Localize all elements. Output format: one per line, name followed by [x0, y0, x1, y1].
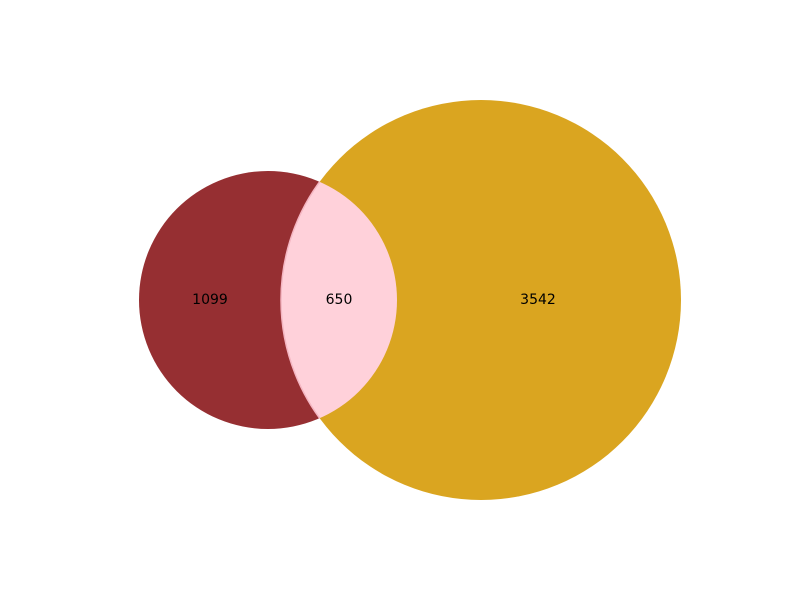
set-a-only-count: 1099 [192, 292, 228, 308]
intersection-count: 650 [326, 292, 353, 308]
intersection-edge [280, 171, 397, 429]
set-b-only-count: 3542 [520, 292, 556, 308]
set-b-circle [281, 100, 681, 500]
